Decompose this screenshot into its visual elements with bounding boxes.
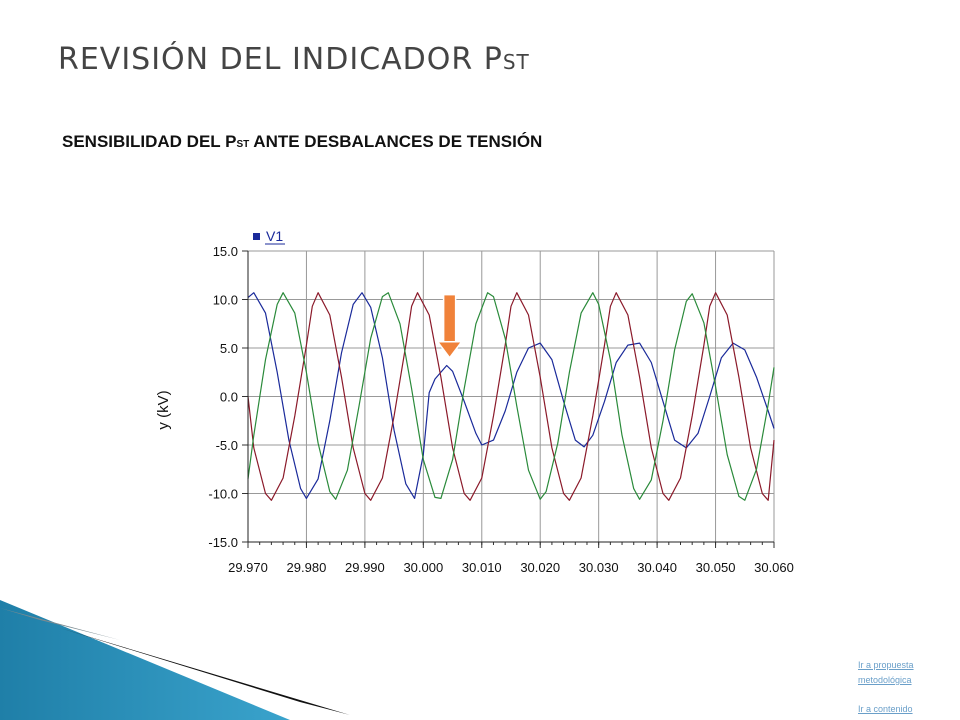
slide-subtitle: SENSIBILIDAD DEL PST ANTE DESBALANCES DE…	[62, 132, 542, 152]
link-propuesta-line1: Ir a propuesta	[858, 660, 914, 670]
link-propuesta-metodologica[interactable]: Ir a propuesta metodológica	[858, 658, 948, 688]
x-tick-label: 29.970	[228, 560, 268, 575]
y-tick-label: -10.0	[208, 487, 238, 502]
slide-subtitle-post: ANTE DESBALANCES DE TENSIÓN	[249, 132, 543, 151]
decorative-wedge	[0, 600, 350, 720]
y-tick-label: -15.0	[208, 535, 238, 550]
legend-label: V1	[266, 228, 283, 244]
y-tick-label: 15.0	[213, 244, 238, 259]
chart-axes: 29.970 29.980 29.990 30.000 30.010 30.020 30.0…	[155, 244, 794, 575]
y-tick-label: -5.0	[216, 438, 238, 453]
series-line-1	[247, 292, 775, 499]
x-tick-label: 29.980	[287, 560, 327, 575]
x-tick-label: 30.020	[520, 560, 560, 575]
slide-title: REVISIÓN DEL INDICADOR PST	[58, 42, 530, 77]
annotation-arrow-head	[436, 340, 464, 359]
black-wedge-shape	[40, 622, 350, 715]
x-tick-label: 30.010	[462, 560, 502, 575]
y-tick-label: 5.0	[220, 341, 238, 356]
x-tick-label: 29.990	[345, 560, 385, 575]
x-tick-label: 30.000	[403, 560, 443, 575]
chart-legend: V1	[253, 228, 285, 245]
series-line-2	[247, 292, 775, 501]
x-tick-label: 30.050	[696, 560, 736, 575]
annotation-arrow-shaft	[442, 293, 457, 345]
legend-swatch	[253, 233, 260, 240]
y-axis-label: y (kV)	[155, 390, 172, 429]
x-tick-label: 30.060	[754, 560, 794, 575]
link-propuesta-line2: metodológica	[858, 675, 912, 685]
y-tick-label: 0.0	[220, 390, 238, 405]
gray-wedge-shape	[0, 608, 120, 640]
chart-series	[247, 292, 775, 501]
slide-title-subscript: ST	[502, 50, 530, 74]
series-line-3	[247, 292, 775, 501]
nav-links: Ir a propuesta metodológica Ir a contenid…	[858, 658, 948, 717]
x-tick-label: 30.030	[579, 560, 619, 575]
slide-title-main: REVISIÓN DEL INDICADOR P	[58, 42, 503, 77]
blue-wedge-shape	[0, 600, 290, 720]
slide-subtitle-pre: SENSIBILIDAD DEL P	[62, 132, 237, 151]
slide-subtitle-subscript: ST	[236, 139, 250, 150]
y-tick-label: 10.0	[213, 293, 238, 308]
chart-annotation	[436, 293, 464, 359]
link-contenido[interactable]: Ir a contenido	[858, 704, 913, 714]
x-tick-label: 30.040	[637, 560, 677, 575]
